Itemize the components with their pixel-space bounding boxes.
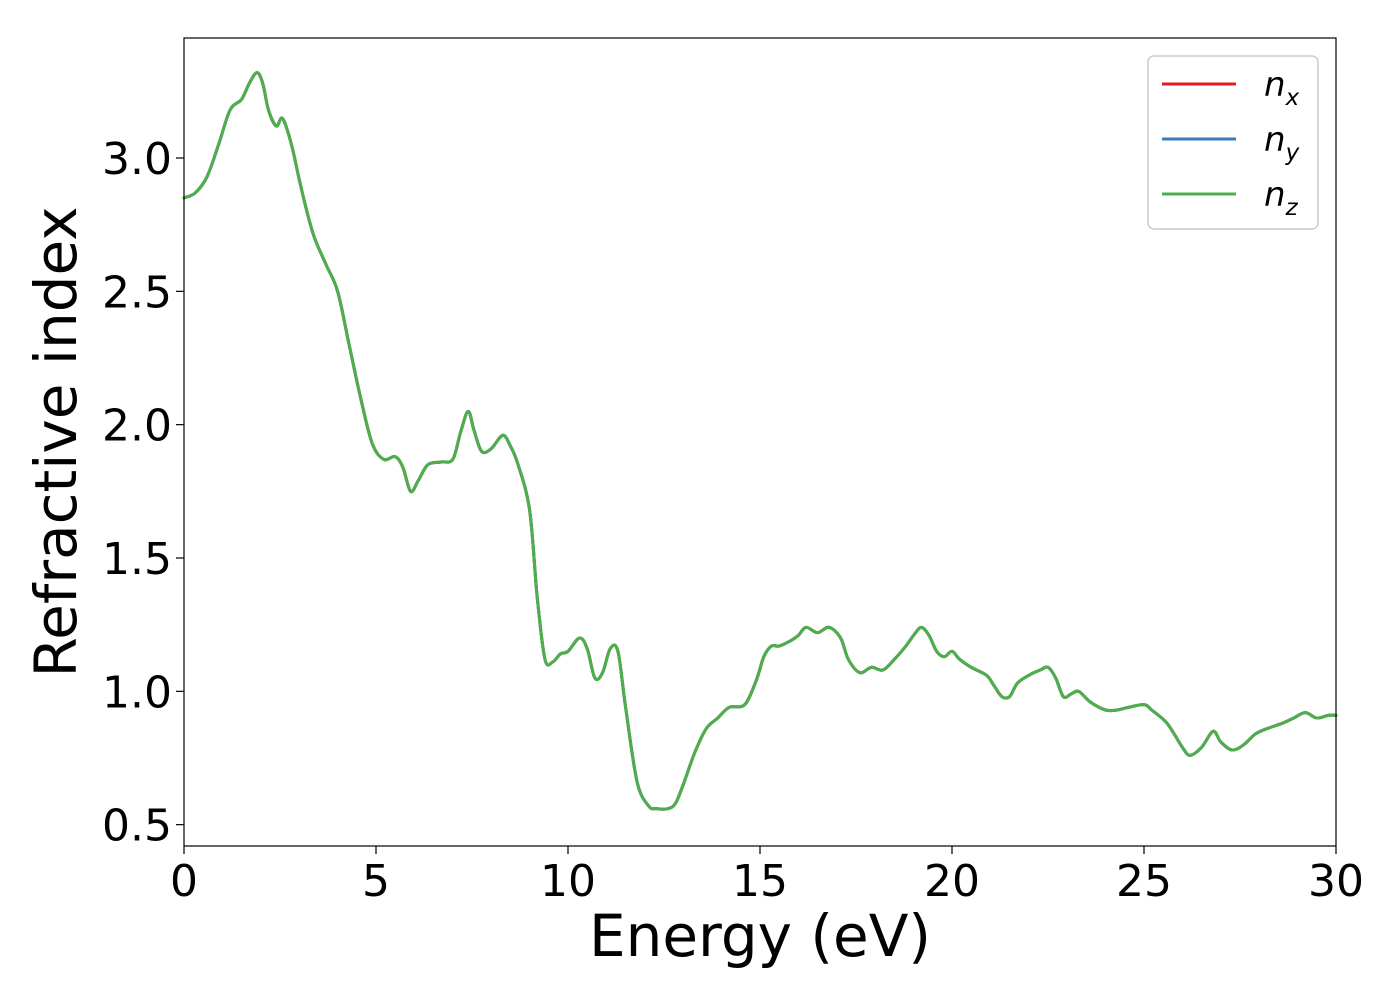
x-axis-label: Energy (eV) xyxy=(589,902,931,970)
legend-label-n-x: nx xyxy=(1264,65,1300,111)
y-tick-label: 2.5 xyxy=(102,267,172,318)
legend-box xyxy=(1147,55,1319,230)
x-tick-label: 25 xyxy=(1116,856,1172,907)
y-tick-label: 1.0 xyxy=(102,667,172,718)
x-tick-label: 15 xyxy=(732,856,788,907)
legend-label-n-y: ny xyxy=(1264,120,1300,166)
y-axis-ticks: 0.5 1.0 1.5 2.0 2.5 3.0 xyxy=(102,134,184,852)
x-axis-ticks: 0 5 10 15 20 25 30 xyxy=(170,846,1364,907)
legend-label-n-z: nz xyxy=(1264,175,1299,221)
y-tick-label: 2.0 xyxy=(102,401,172,452)
x-tick-label: 20 xyxy=(924,856,980,907)
series-line-n-z xyxy=(182,71,1338,811)
x-tick-label: 0 xyxy=(170,856,198,907)
y-tick-label: 1.5 xyxy=(102,534,172,585)
legend: nx ny nz xyxy=(1147,55,1319,230)
y-axis-label: Refractive index xyxy=(22,206,90,677)
x-tick-label: 5 xyxy=(362,856,390,907)
series-layer xyxy=(182,71,1338,811)
x-tick-label: 10 xyxy=(540,856,596,907)
x-tick-label: 30 xyxy=(1308,856,1364,907)
y-tick-label: 3.0 xyxy=(102,134,172,185)
y-tick-label: 0.5 xyxy=(102,801,172,852)
